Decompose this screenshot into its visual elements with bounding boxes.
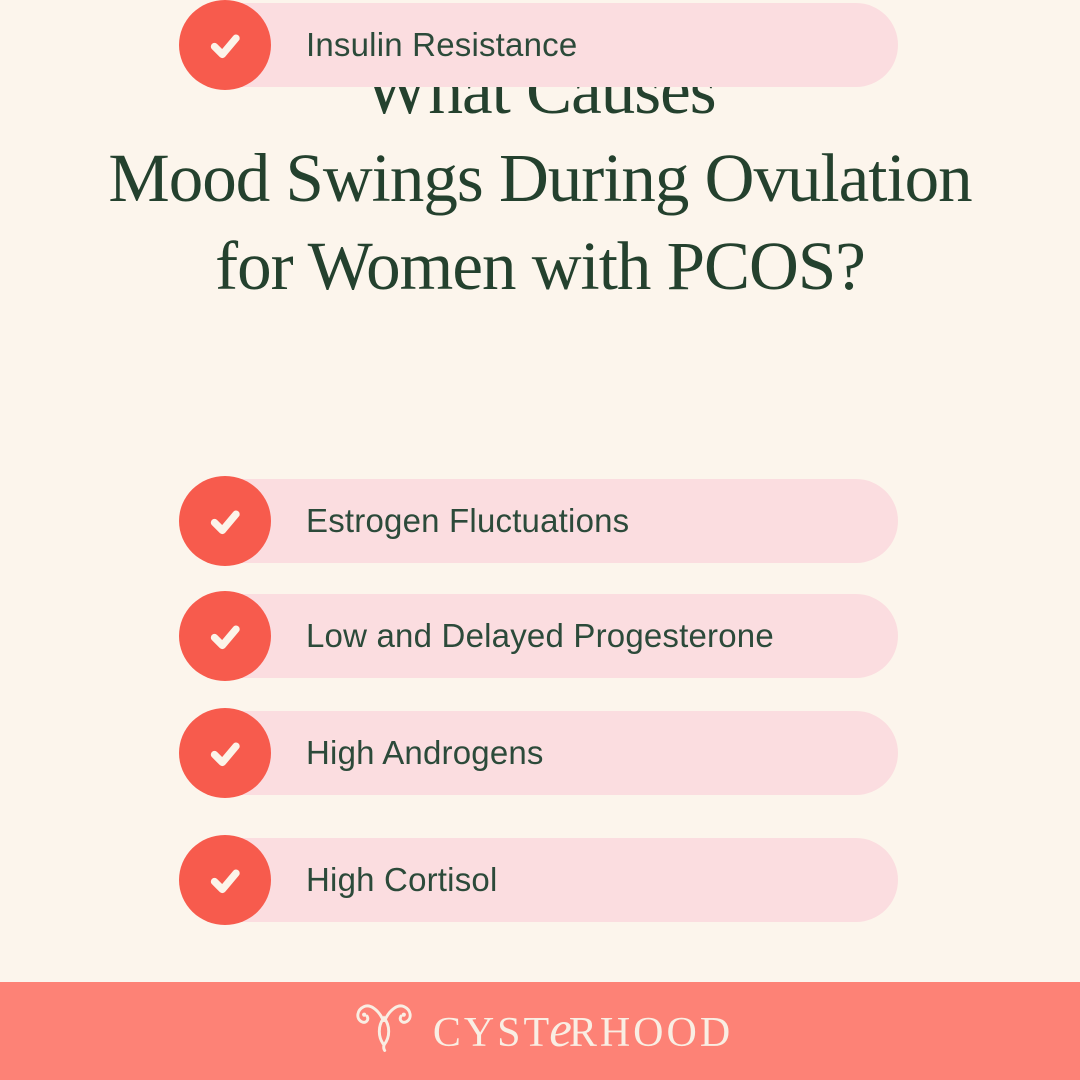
list-item-label: Low and Delayed Progesterone	[306, 617, 774, 654]
list-item-pill: Low and Delayed Progesterone	[188, 594, 898, 678]
brand-footer: CYST e RHOOD	[0, 982, 1080, 1080]
list-item: Low and Delayed Progesterone	[0, 591, 1080, 681]
brand-suffix: RHOOD	[568, 1010, 734, 1056]
checkmark-badge	[179, 591, 271, 681]
check-icon	[210, 34, 240, 59]
list-item: High Androgens	[0, 708, 1080, 798]
list-item: High Cortisol	[0, 835, 1080, 925]
list-item-label: Insulin Resistance	[306, 26, 578, 63]
checkmark-badge	[179, 476, 271, 566]
list-item-pill: Estrogen Fluctuations	[188, 479, 898, 563]
checkmark-badge	[179, 835, 271, 925]
list-item-pill: High Cortisol	[188, 838, 898, 922]
uterus-icon	[356, 1004, 412, 1052]
checkmark-badge	[179, 708, 271, 798]
check-icon	[210, 742, 240, 767]
list-item: Estrogen Fluctuations	[0, 476, 1080, 566]
brand-wordmark: CYST e RHOOD	[433, 1005, 733, 1057]
list-item-label: High Cortisol	[306, 861, 498, 898]
check-icon	[210, 510, 240, 535]
title-line-2: Mood Swings During Ovulation	[108, 140, 972, 216]
check-icon	[210, 869, 240, 894]
list-item-pill: High Androgens	[188, 711, 898, 795]
checkmark-badge	[179, 0, 271, 90]
list-item-label: High Androgens	[306, 734, 544, 771]
brand-accent-letter: e	[549, 1002, 572, 1058]
list-item-pill: Insulin Resistance	[188, 3, 898, 87]
list-item: Insulin Resistance	[0, 0, 1080, 90]
title-line-3: for Women with PCOS?	[215, 228, 866, 304]
list-item-label: Estrogen Fluctuations	[306, 502, 630, 539]
check-icon	[210, 625, 240, 650]
brand-prefix: CYST	[432, 1010, 553, 1056]
